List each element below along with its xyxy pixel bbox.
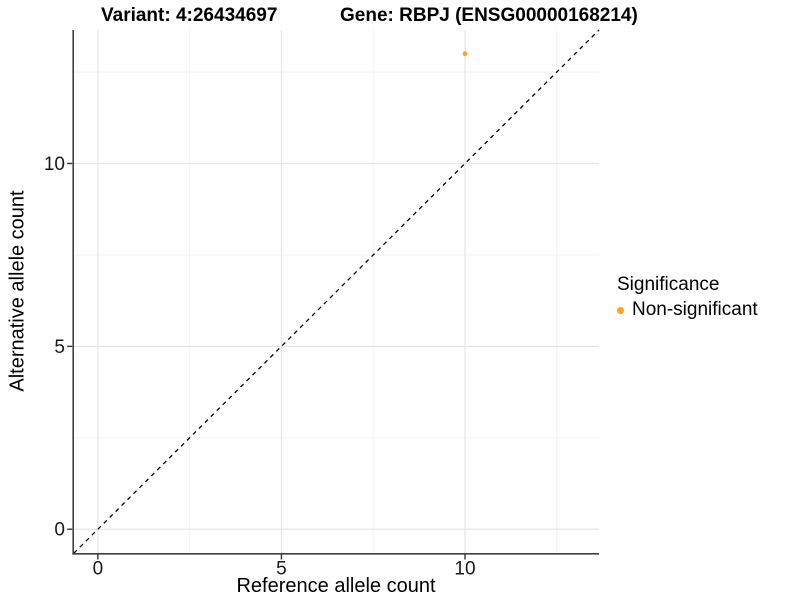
legend-title: Significance	[617, 274, 720, 295]
identity-dashed-line	[73, 29, 600, 554]
x-axis-title: Reference allele count	[236, 575, 436, 597]
y-tick-label: 10	[44, 154, 65, 175]
x-tick-label: 5	[276, 559, 287, 580]
data-point	[462, 51, 468, 57]
legend-point-icon	[617, 306, 624, 314]
y-axis-title: Alternative allele count	[6, 190, 29, 392]
y-tick-label: 5	[54, 337, 65, 358]
variant-title: Variant: 4:26434697	[101, 5, 278, 26]
y-tick-label: 0	[54, 520, 65, 541]
legend-item: Non-significant	[617, 299, 758, 321]
x-tick-label: 0	[93, 559, 104, 580]
legend: Significance Non-significant	[617, 274, 758, 321]
gene-title: Gene: RBPJ (ENSG00000168214)	[340, 5, 638, 26]
legend-item-label: Non-significant	[632, 299, 758, 320]
x-tick-label: 10	[454, 559, 475, 580]
